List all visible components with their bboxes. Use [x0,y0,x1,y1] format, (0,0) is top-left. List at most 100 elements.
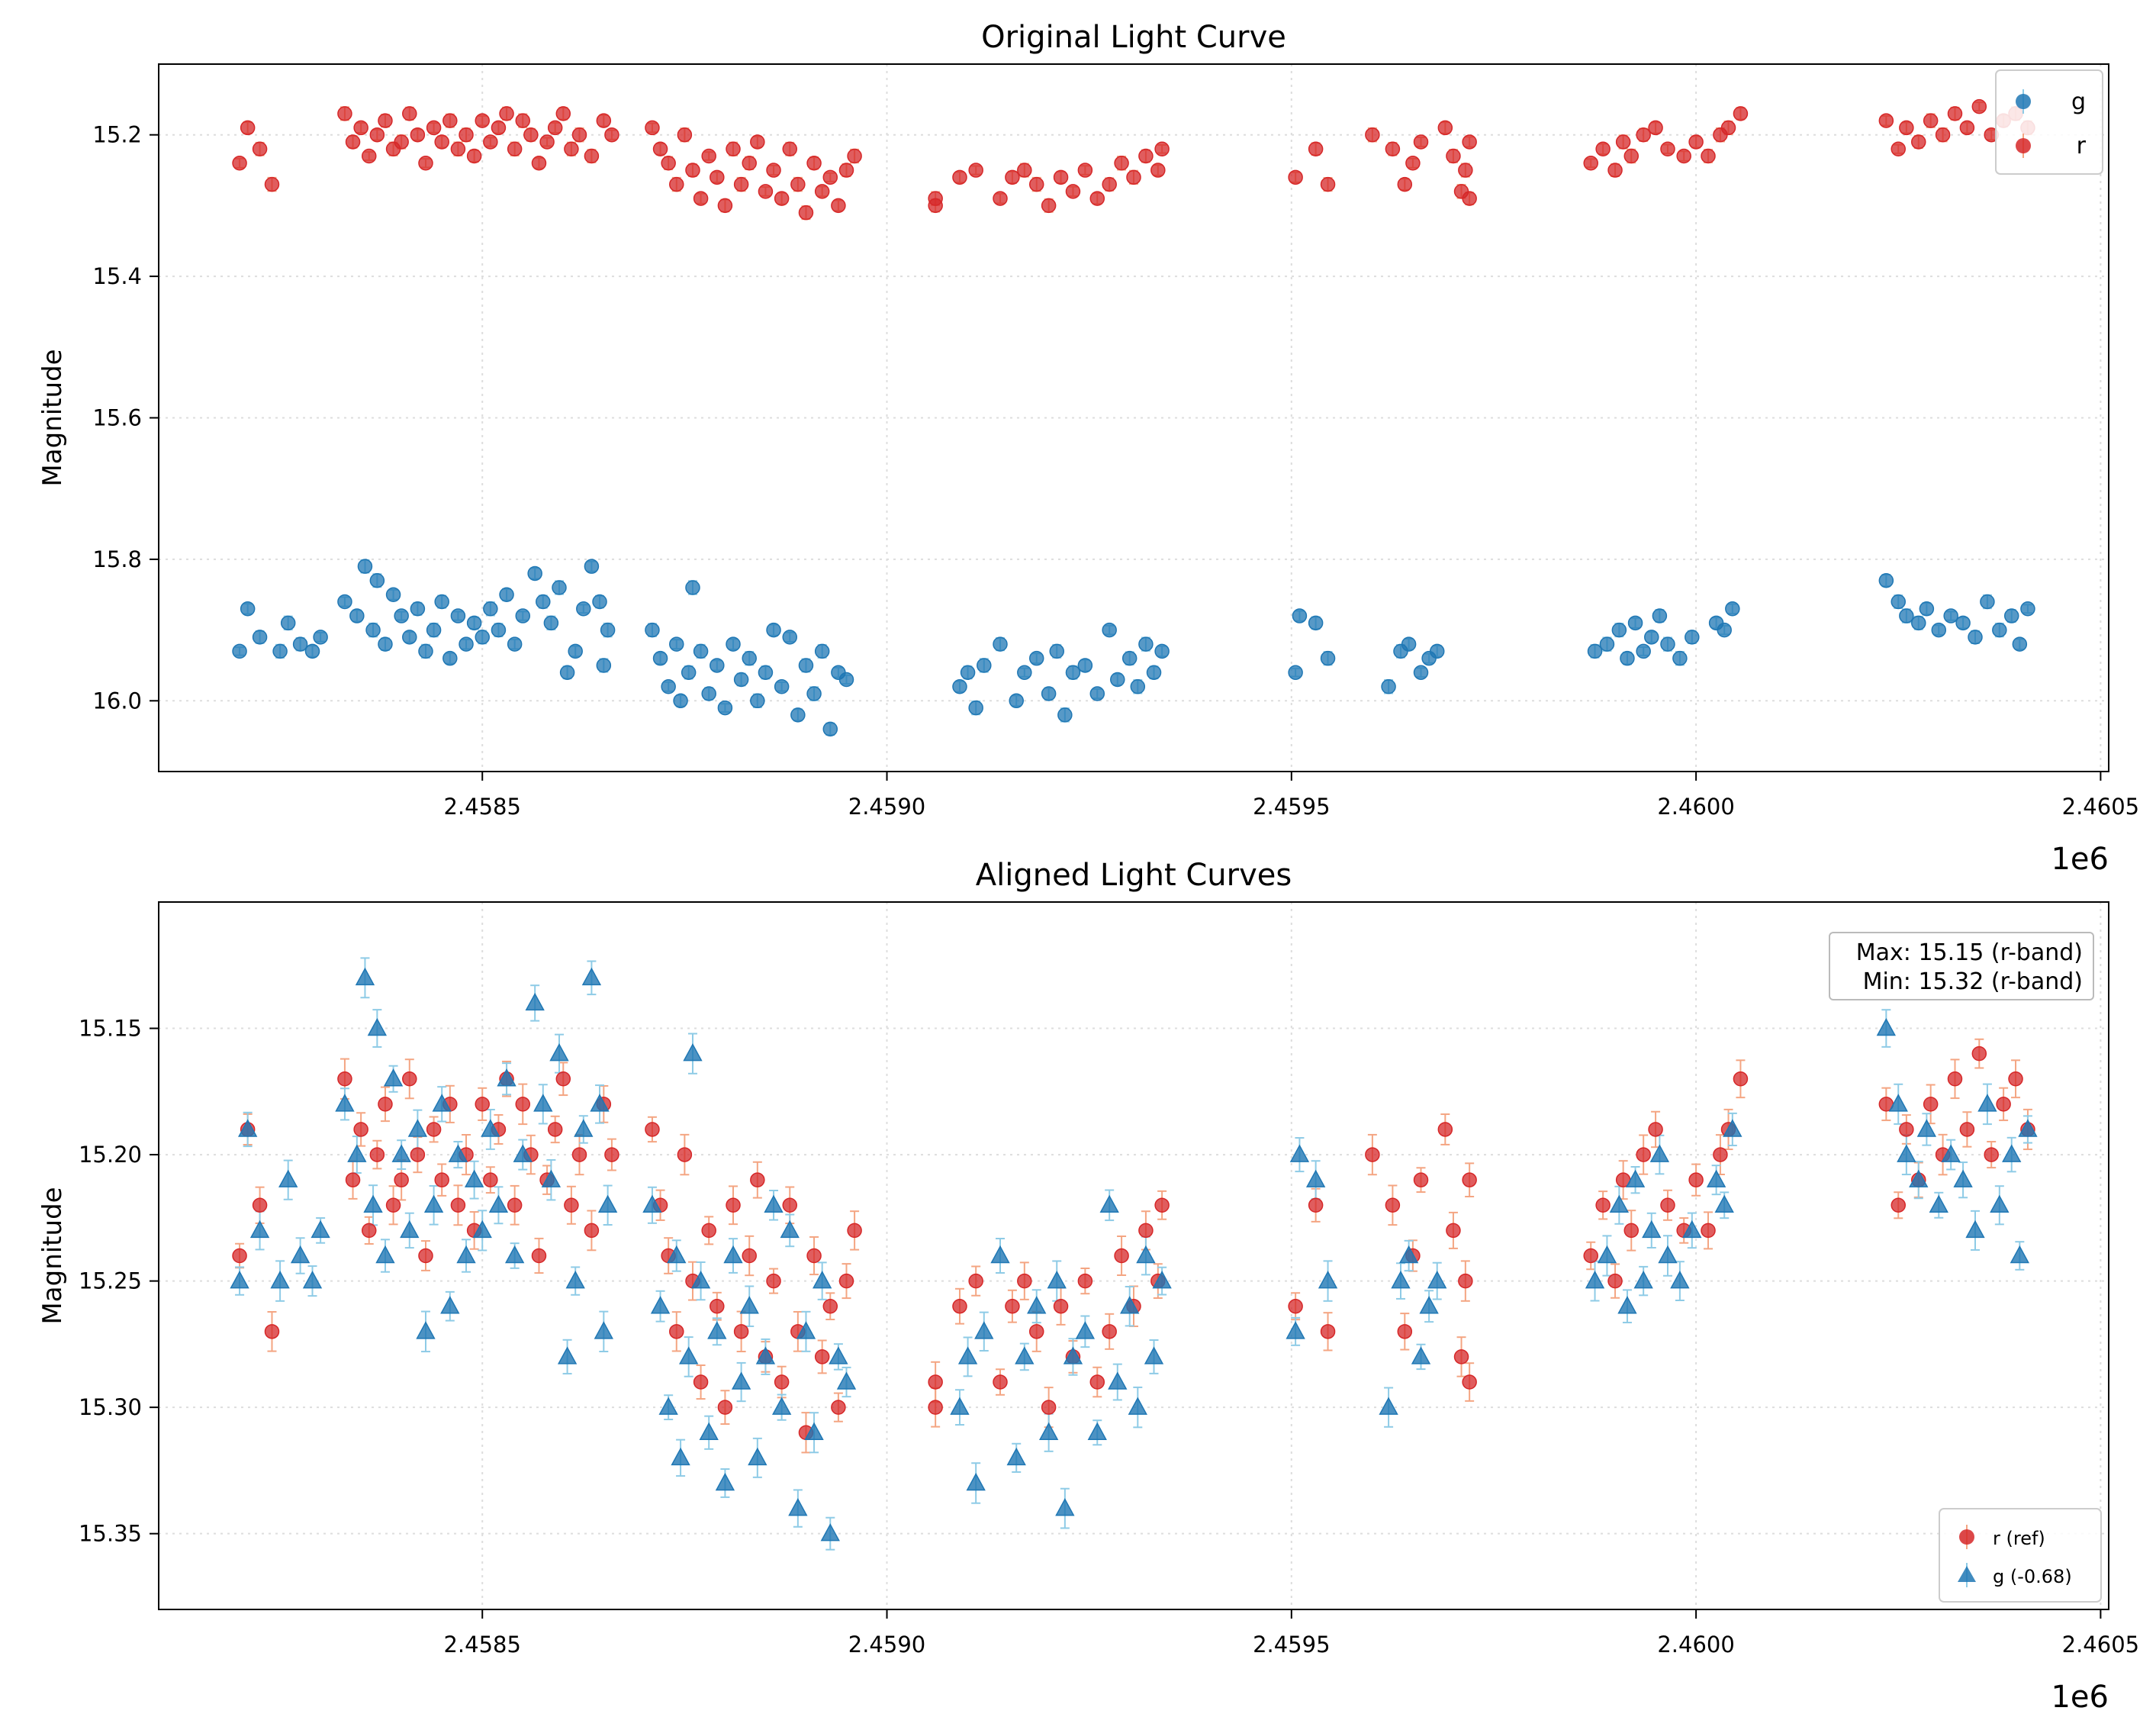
data-point-g [1128,1397,1147,1415]
data-point-g [1305,1169,1326,1187]
y-tick-label: 16.0 [92,688,142,714]
data-point-r [766,1273,781,1289]
data-point-g [584,559,600,574]
data-point-g [1977,1094,1997,1112]
data-point-r [1041,198,1057,214]
data-point-r [345,134,361,150]
data-point-g [448,1144,468,1162]
data-point-g [499,587,514,602]
data-point-r [1089,191,1105,206]
data-point-r [1365,1147,1380,1162]
data-point-r [1005,1298,1020,1314]
data-point-g [378,636,393,652]
data-point-g [365,622,381,638]
data-point-r [831,198,846,214]
data-point-r [1660,141,1675,156]
data-point-g [504,1245,525,1264]
data-point-g [1292,608,1308,623]
data-point-g [1685,630,1700,645]
data-point-g [788,1497,808,1516]
data-point-r [369,127,385,143]
bottom-ticks: 2.4585 2.4590 2.4595 2.4600 2.4605 15.15 15.20… [79,1016,2139,1658]
data-point-r [1648,1122,1663,1137]
data-point-g [481,1119,500,1137]
data-point-r [555,106,571,121]
top-chart-title: Original Light Curve [981,20,1286,55]
data-point-g [1633,1271,1653,1289]
data-point-r [1607,1273,1623,1289]
data-point-r [1458,163,1473,178]
data-point-r [1365,127,1380,143]
data-point-r [1891,141,1906,156]
data-point-g [1965,1219,1985,1239]
data-point-g [1102,622,1117,638]
data-point-g [1585,1271,1605,1289]
data-point-r [782,1197,798,1213]
data-point-g [650,1296,671,1314]
data-point-r [483,134,498,150]
data-point-g [1006,1447,1026,1466]
data-point-g [1919,601,1935,617]
data-point-g [270,1271,290,1289]
data-point-g [966,1472,986,1491]
data-point-r [710,169,725,185]
data-point-g [592,594,607,610]
data-point-r [394,134,409,150]
data-point-r [232,156,247,171]
data-point-r [1308,1197,1324,1213]
data-point-r [491,120,507,136]
data-point-g [1617,1296,1637,1314]
data-point-g [1597,1245,1617,1264]
data-point-r [1150,163,1166,178]
legend-marker-g [1958,1566,1976,1582]
data-point-g [1063,1346,1083,1364]
data-point-r [353,1122,368,1137]
data-point-g [1391,1271,1411,1289]
data-point-g [1682,1219,1702,1239]
data-point-g [1658,1245,1678,1264]
data-point-r [531,1248,547,1264]
data-point-g [780,1219,800,1239]
data-point-g [1398,1245,1419,1264]
data-point-r [1308,141,1324,156]
data-point-r [1583,1248,1598,1264]
data-point-r [726,1197,741,1213]
data-point-r [1089,1374,1105,1390]
data-point-g [813,1271,832,1289]
data-point-g [252,630,268,645]
data-point-r [571,1147,587,1162]
data-point-g [814,643,830,659]
data-point-r [1733,1071,1749,1087]
data-point-r [1017,1273,1032,1289]
data-point-r [378,1097,393,1112]
y-tick-label: 15.2 [92,122,142,148]
data-point-g [1911,615,1926,631]
bottom-chart-title: Aligned Light Curves [976,858,1292,893]
data-point-g [1027,1296,1047,1314]
data-point-g [1968,630,1983,645]
data-point-g [488,1194,509,1213]
data-point-g [1891,594,1906,610]
data-point-g [742,650,757,666]
data-point-r [798,205,814,221]
data-point-r [434,134,449,150]
data-point-r [928,1374,943,1390]
top-ticks: 2.4585 2.4590 2.4595 2.4600 2.4605 15.2 15.4 15… [92,122,2139,820]
data-point-g [337,594,352,610]
data-point-r [1891,1197,1906,1213]
data-point-r [442,113,458,128]
data-point-r [394,1172,409,1187]
data-point-r [345,1172,361,1187]
data-point-r [928,198,943,214]
data-point-g [804,1422,824,1440]
data-point-g [1992,622,2007,638]
data-point-r [1720,120,1736,136]
data-point-g [671,1447,690,1466]
annotation-max-text: Max: 15.15 (r-band) [1856,939,2083,966]
data-point-g [1110,672,1125,688]
legend-label: g (-0.68) [1993,1566,2072,1587]
top-points [232,98,2035,737]
data-point-r [806,156,822,171]
data-point-r [1947,1071,1963,1087]
data-point-g [1642,1219,1662,1239]
